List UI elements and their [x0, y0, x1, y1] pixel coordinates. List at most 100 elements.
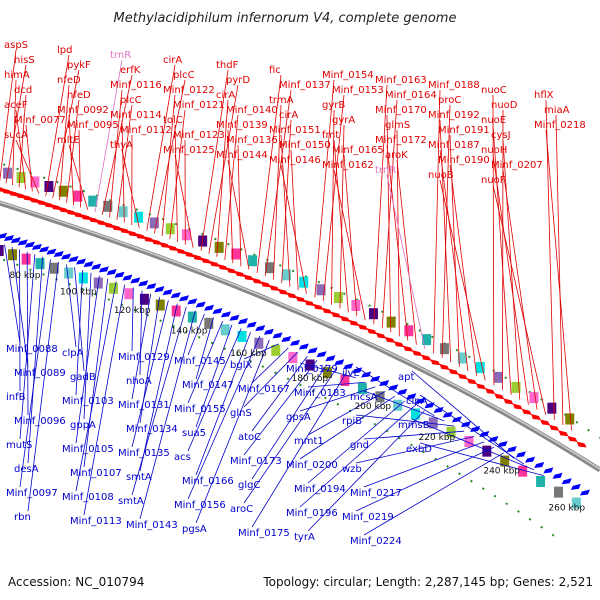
reverse-gene-arrow: [406, 393, 417, 400]
reverse-cog-block: [428, 417, 438, 429]
forward-label-connector: [25, 124, 33, 192]
reverse-gene-arrow: [130, 277, 141, 284]
reverse-cog-block: [482, 445, 492, 457]
forward-gene-label: gyrA: [332, 115, 355, 126]
reverse-cog-block: [187, 311, 197, 323]
reverse-gene-arrow: [515, 451, 526, 458]
kbp-tick-label: 220 kbp: [419, 433, 456, 443]
reverse-gene-arrow: [379, 380, 390, 387]
reverse-label-connector: [411, 418, 534, 471]
forward-label-connector: [343, 154, 358, 317]
forward-label-connector: [449, 164, 478, 376]
reverse-gene-arrow: [98, 266, 109, 273]
forward-label-connector: [237, 144, 242, 267]
reverse-label-connector: [139, 290, 143, 376]
reverse-label-connector: [243, 351, 299, 408]
reverse-gene-arrow: [263, 328, 274, 335]
reverse-label-connector: [243, 343, 279, 360]
forward-gene-arrow: [252, 277, 263, 284]
forward-gene-arrow: [503, 398, 514, 405]
reverse-gene-label: Minf_0096: [14, 416, 66, 427]
reverse-label-connector: [75, 275, 100, 444]
reverse-gene-arrow: [570, 483, 581, 490]
forward-gene-label: Minf_0188: [428, 80, 480, 91]
reverse-gene-arrow: [334, 359, 345, 366]
forward-cog-block: [368, 308, 378, 320]
forward-gene-label: aspS: [4, 40, 28, 51]
forward-gene-label: Minf_0140: [226, 105, 278, 116]
forward-gene-arrow: [127, 230, 138, 237]
reverse-label-connector: [195, 339, 270, 524]
forward-gene-arrow: [295, 296, 306, 303]
forward-gene-label: Minf_0218: [534, 120, 586, 131]
kbp-ticks: 80 kbp 100 kbp 120 kbp 140 kbp 160 kbp 180 kb…: [10, 271, 586, 513]
forward-gene-arrow: [103, 222, 114, 229]
forward-gene-arrow: [15, 192, 26, 199]
forward-gene-label: nuoB: [428, 170, 454, 181]
reverse-gene-arrow: [316, 351, 327, 358]
reverse-gene-label: Minf_0134: [126, 424, 178, 435]
reverse-gene-label: ilvE: [342, 368, 360, 379]
forward-gene-label: Minf_0114: [110, 110, 162, 121]
reverse-gene-label: Minf_0166: [182, 476, 234, 487]
reverse-gene-arrow: [122, 274, 133, 281]
reverse-gene-arrow: [187, 298, 198, 305]
forward-gene-arrow: [135, 233, 146, 240]
reverse-cog-block: [271, 344, 281, 356]
reverse-label-connector: [363, 441, 485, 488]
forward-gene-label: fmt: [322, 130, 339, 141]
forward-label-connector: [439, 119, 452, 363]
reverse-gene-label: gnd: [350, 440, 369, 451]
reverse-gene-arrow: [154, 286, 165, 293]
forward-gene-label: Minf_0112: [120, 125, 172, 136]
reverse-gene-arrow: [415, 397, 426, 404]
reverse-gene-arrow: [298, 343, 309, 350]
reverse-label-connector: [299, 395, 396, 460]
reverse-gene-label: sua5: [182, 428, 206, 439]
reverse-gene-label: Minf_0108: [62, 492, 114, 503]
reverse-gene-arrow: [3, 234, 14, 241]
reverse-gene-arrow: [91, 263, 102, 270]
forward-label-connector: [545, 99, 555, 420]
reverse-gene-arrow: [552, 472, 563, 479]
forward-gene-arrow: [96, 219, 107, 226]
reverse-gene-label: rbn: [14, 512, 31, 523]
reverse-label-connector: [19, 259, 51, 488]
kbp-tick-label: 80 kbp: [10, 271, 41, 281]
reverse-gene-arrow: [17, 239, 28, 246]
reverse-gene-arrow: [255, 325, 266, 332]
reverse-gene-arrow: [497, 441, 508, 448]
forward-cog-block: [493, 371, 503, 383]
forward-gene-label: aceF: [4, 100, 28, 111]
forward-gene-arrow: [22, 194, 33, 201]
kbp-tick-label: 120 kbp: [114, 306, 151, 316]
reverse-cog-block: [171, 305, 181, 317]
forward-gene-arrow: [143, 236, 154, 243]
reverse-gene-label: Minf_0173: [230, 456, 282, 467]
reverse-gene-arrow: [397, 388, 408, 395]
reverse-gene-label: clpA: [406, 396, 428, 407]
reverse-gene-arrow: [361, 371, 372, 378]
reverse-label-connector: [251, 373, 347, 528]
forward-gene-arrow: [184, 251, 195, 258]
reverse-gene-arrow: [146, 283, 157, 290]
reverse-label-connector: [187, 328, 242, 452]
forward-label-connector: [5, 64, 27, 184]
kbp-tick-label: 160 kbp: [230, 349, 267, 359]
forward-label-connector: [68, 114, 74, 206]
reverse-gene-arrow: [460, 421, 471, 428]
forward-label-connector: [121, 119, 125, 223]
reverse-cog-block: [322, 367, 332, 379]
reverse-label-connector: [363, 452, 505, 536]
reverse-label-connector: [299, 386, 376, 412]
forward-gene-label: Minf_0162: [322, 160, 374, 171]
forward-gene-arrow: [151, 238, 162, 245]
forward-label-connector: [256, 74, 282, 273]
reverse-gene-label: gadB: [70, 372, 96, 383]
forward-gene-arrow: [176, 248, 187, 255]
forward-gene-label: Minf_0165: [332, 145, 384, 156]
reverse-gene-label: Minf_0167: [238, 384, 290, 395]
reverse-gene-label: nhoA: [126, 376, 152, 387]
forward-gene-label: Minf_0150: [279, 140, 331, 151]
